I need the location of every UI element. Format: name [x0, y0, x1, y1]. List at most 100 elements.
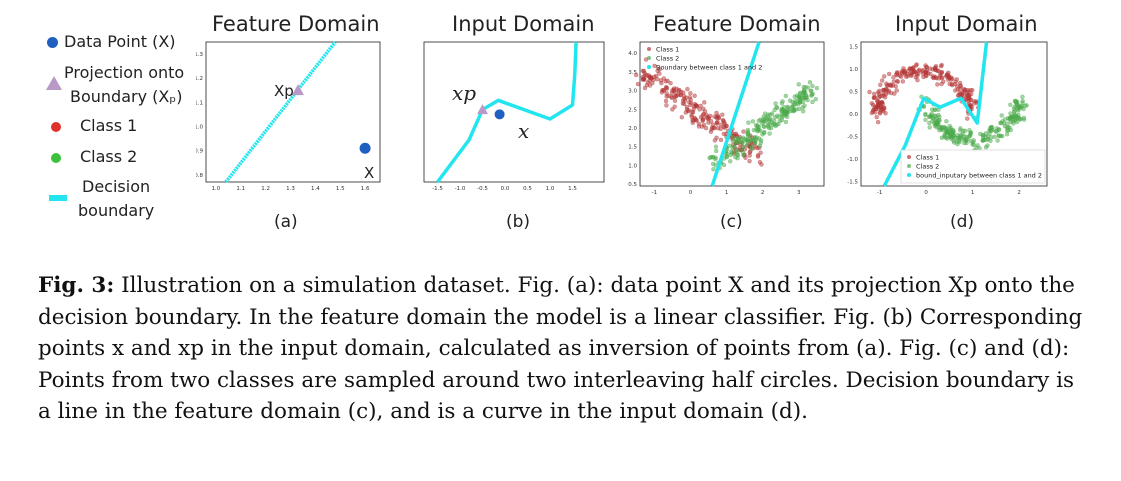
class1-point [879, 78, 885, 83]
class2-point [1012, 104, 1017, 110]
panel-a-data-point [359, 142, 371, 154]
panel-d-legend-boundary: bound_inputary between class 1 and 2 [916, 172, 1042, 180]
x-tick-label: 1.3 [286, 186, 295, 192]
class1-point [875, 119, 881, 125]
class2-point [741, 144, 746, 150]
class2-point [936, 112, 941, 118]
class1-point [690, 110, 696, 115]
y-tick-label: 0.5 [628, 182, 637, 188]
x-tick-label: 1.1 [236, 186, 245, 192]
class1-point [886, 71, 892, 77]
class1-point [950, 82, 955, 88]
panel-b-sublabel: (b) [506, 212, 531, 232]
class1-point [700, 118, 705, 124]
class1-point [708, 119, 714, 124]
class2-point [985, 134, 991, 139]
class1-point [645, 80, 651, 85]
class2-point [927, 125, 932, 130]
class1-point [883, 111, 888, 116]
panel-c-plot: -1 0 1 2 3 0.5 1.0 1.5 2.0 2.5 3.0 3.5 4.0 Class 1 C… [628, 41, 825, 196]
class1-point [721, 118, 726, 124]
class1-point [900, 79, 906, 84]
panel-c-boundary-line [710, 41, 761, 187]
class2-point [1005, 115, 1011, 121]
y-tick-label: 0.9 [196, 149, 203, 155]
class2-point [792, 100, 797, 105]
class2-point [944, 119, 949, 124]
class1-point [874, 114, 879, 120]
y-tick-label: -1.5 [847, 180, 858, 186]
class2-point [810, 83, 815, 89]
class2-point [958, 135, 963, 140]
class2-point [999, 113, 1004, 118]
x-tick-label: 1.5 [336, 186, 345, 192]
class1-point [879, 100, 885, 105]
class1-point [927, 66, 933, 71]
class1-point [633, 72, 639, 78]
y-tick-label: 1.0 [196, 124, 203, 130]
class2-point [802, 89, 808, 94]
class2-point [791, 107, 796, 112]
class1-point [881, 93, 887, 98]
class1-point [681, 101, 687, 107]
class1-point [641, 68, 646, 74]
class2-point [746, 120, 751, 125]
class2-point [985, 143, 990, 148]
panel-c-scatter-points [633, 57, 820, 172]
y-tick-label: 2.5 [628, 107, 637, 113]
class1-point [933, 75, 938, 80]
class2-point [728, 152, 733, 158]
class2-point [964, 134, 969, 140]
class2-point [933, 107, 938, 112]
class2-point [1011, 109, 1017, 115]
legend-projection-line2: Boundary (Xₚ) [70, 87, 183, 106]
class2-point [744, 142, 750, 148]
class1-point [676, 88, 681, 93]
x-tick-label: -1.0 [455, 186, 466, 192]
class2-point [944, 130, 950, 135]
panel-a-xp-label: Xp [274, 82, 294, 100]
class1-point [894, 78, 900, 84]
class1-point [741, 129, 746, 134]
class1-point [733, 131, 739, 136]
class1-point [720, 112, 725, 117]
panel-a-projection-marker [291, 84, 304, 96]
y-tick-label: 1.0 [628, 163, 637, 169]
class1-point [700, 124, 705, 129]
class2-point [980, 138, 986, 143]
class2-point [741, 150, 746, 156]
class1-point [665, 78, 670, 84]
class1-point [877, 111, 883, 116]
y-tick-label: 3.0 [628, 89, 637, 95]
class1-point [698, 103, 703, 109]
class1-point [893, 84, 898, 89]
caption-text: Illustration on a simulation dataset. Fi… [38, 273, 1083, 424]
class2-point [747, 134, 752, 139]
x-tick-label: 1.4 [311, 186, 320, 192]
class2-point [1001, 121, 1007, 126]
class2-point [981, 133, 986, 138]
class1-point [650, 80, 655, 86]
class2-point [936, 117, 941, 123]
class1-point [875, 90, 881, 95]
x-tick-label: -1.5 [432, 186, 443, 192]
legend-data-point: Data Point (X) [64, 32, 176, 51]
class2-point [710, 161, 716, 167]
y-tick-label: 3.5 [628, 70, 637, 76]
x-tick-label: 1.6 [361, 186, 370, 192]
class1-point [966, 89, 971, 94]
panel-b-data-point [494, 109, 505, 120]
class2-point [950, 128, 956, 133]
class1-point [891, 75, 896, 80]
class1-point [702, 109, 708, 114]
class1-point [672, 104, 677, 109]
class2-point [960, 132, 966, 137]
class1-point [652, 63, 657, 69]
class2-point [758, 128, 763, 133]
class1-point [933, 65, 938, 70]
class2-point [774, 105, 780, 110]
class1-point [700, 113, 705, 118]
class1-point [642, 85, 648, 91]
class1-point [714, 135, 719, 141]
class2-point [713, 156, 718, 162]
